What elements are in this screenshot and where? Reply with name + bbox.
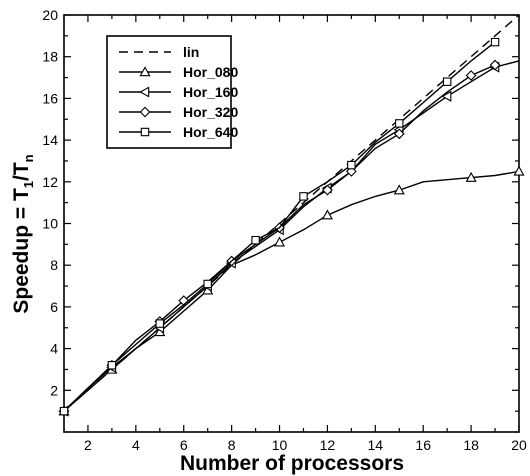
x-tick-label: 16	[415, 437, 431, 453]
series-line	[63, 170, 520, 412]
legend-marker	[139, 86, 150, 98]
legend-marker	[140, 127, 150, 137]
y-tick-label: 14	[42, 132, 58, 148]
data-point	[395, 119, 404, 128]
y-axis-title-subn: n	[21, 154, 36, 162]
data-point	[513, 165, 525, 176]
legend-label: Hor_080	[183, 64, 238, 80]
series-hor-640	[59, 37, 500, 416]
y-tick-label: 10	[42, 216, 58, 232]
x-tick-label: 4	[132, 437, 140, 453]
data-point	[321, 209, 333, 220]
y-tick-label: 18	[42, 49, 58, 65]
legend-label: lin	[183, 44, 199, 60]
data-point	[465, 171, 477, 182]
x-tick-label: 8	[228, 437, 236, 453]
y-axis-title: Speedup = T1/Tn	[10, 154, 36, 313]
x-tick-label: 10	[272, 437, 288, 453]
data-point	[322, 184, 333, 196]
series-line	[63, 41, 496, 412]
data-point	[490, 37, 500, 47]
legend: lin Hor_080 Hor_160 Hor_320 Hor_640	[106, 35, 238, 149]
y-axis-title-slash: /T	[10, 162, 33, 181]
series-line	[63, 60, 520, 412]
data-point	[393, 128, 405, 140]
data-point	[489, 59, 501, 71]
data-point	[203, 279, 212, 289]
x-tick-label: 18	[463, 437, 479, 453]
legend-item: lin	[119, 44, 199, 60]
series-hor-080	[58, 165, 525, 416]
legend-item: Hor_320	[119, 104, 238, 120]
x-tick-label: 2	[84, 437, 92, 453]
x-tick-label: 20	[511, 437, 527, 453]
data-point	[107, 361, 117, 370]
legend-item: Hor_080	[119, 64, 238, 80]
legend-label: Hor_320	[183, 104, 238, 120]
y-tick-label: 16	[42, 90, 58, 106]
series-layer	[58, 14, 525, 417]
legend-item: Hor_160	[119, 84, 238, 100]
y-tick-label: 4	[50, 341, 58, 357]
data-point	[442, 77, 452, 86]
x-tick-label: 14	[368, 437, 384, 453]
legend-marker	[139, 66, 151, 77]
data-point	[155, 319, 165, 328]
x-tick-label: 6	[180, 437, 188, 453]
y-tick-label: 12	[42, 174, 58, 190]
plot-axes: 2 4 6 8 10 12 14 16 18 20 2 4 6 8 10 12 14 16 18 20	[42, 7, 527, 453]
y-axis-title-sub1: 1	[21, 181, 36, 188]
legend-label: Hor_640	[183, 124, 238, 140]
data-point	[299, 192, 308, 201]
data-point	[393, 184, 405, 195]
y-tick-label: 8	[50, 257, 58, 273]
data-point	[347, 160, 356, 170]
x-axis-title: Number of processors	[180, 452, 404, 475]
legend-marker	[139, 106, 151, 118]
data-point	[59, 406, 69, 416]
legend-label: Hor_160	[183, 84, 238, 100]
y-tick-label: 2	[50, 382, 58, 398]
data-point	[441, 90, 452, 102]
y-axis-title-main: Speedup = T	[10, 188, 33, 314]
y-tick-label: 20	[42, 7, 58, 23]
y-tick-label: 6	[50, 299, 58, 315]
data-point	[251, 235, 260, 245]
x-tick-label: 12	[320, 437, 336, 453]
legend-item: Hor_640	[119, 124, 238, 140]
data-point	[273, 236, 286, 247]
data-point	[465, 70, 477, 81]
